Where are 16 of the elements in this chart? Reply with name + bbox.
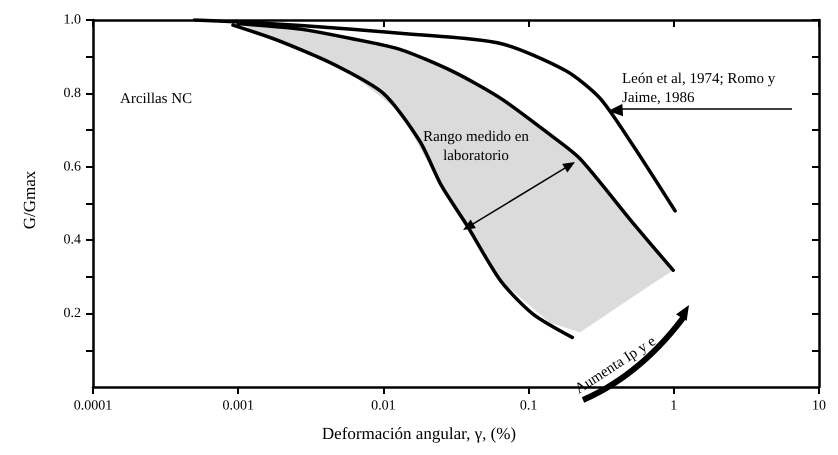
y-axis-title: G/Gmax xyxy=(20,170,40,232)
y-tick-label: 0.4 xyxy=(64,232,81,248)
x-tick-label: 0.0001 xyxy=(74,398,112,414)
x-tick-label: 0.1 xyxy=(520,398,538,414)
x-tick-label: 10 xyxy=(812,398,826,414)
annotation: León et al, 1974; Romo y Jaime, 1986 xyxy=(622,70,776,108)
x-axis-title: Deformación angular, γ, (%) xyxy=(320,424,518,444)
x-tick-label: 1 xyxy=(670,398,678,414)
y-tick-label: 1.0 xyxy=(64,12,81,28)
annotation: Rango medido en laboratorio xyxy=(422,128,530,166)
y-tick-label: 0.6 xyxy=(64,159,81,174)
x-tick-label: 0.01 xyxy=(371,398,396,414)
y-tick-label: 0.8 xyxy=(64,86,81,101)
y-tick-label: 0.2 xyxy=(64,306,81,322)
annotation: Arcillas NC xyxy=(120,90,192,109)
x-tick-label: 0.001 xyxy=(222,398,254,414)
